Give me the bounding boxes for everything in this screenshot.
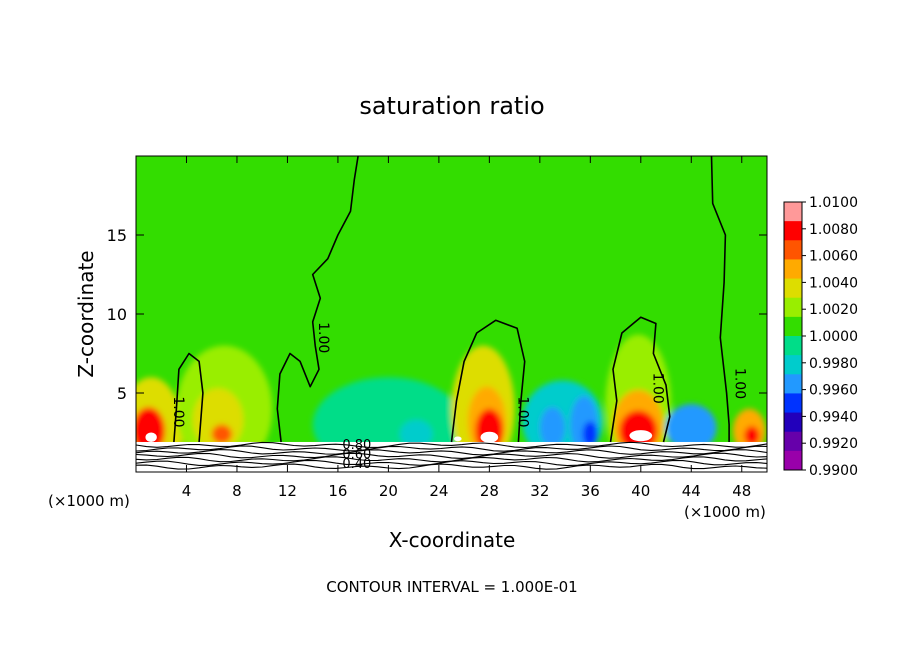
contour-label-1: 1.00	[315, 322, 331, 353]
plot-area: 1.00 1.00 1.00 1.00 1.00 0.800.600.40	[136, 156, 767, 472]
field-region-13	[582, 421, 598, 447]
colorbar-label-0: 1.0100	[809, 195, 858, 211]
field-region-17	[666, 404, 717, 452]
x-unit-left: (×1000 m)	[48, 492, 130, 510]
x-tick-label-1: 8	[232, 482, 242, 500]
contour-label-4: 1.00	[731, 368, 747, 399]
contour-lines	[173, 156, 730, 443]
y-axis: 5 10 15	[107, 226, 767, 403]
contour-label-2: 1.00	[514, 396, 530, 427]
ground-contour-1	[136, 445, 767, 452]
field-region-19	[744, 426, 760, 446]
x-tick-label-6: 28	[480, 482, 499, 500]
colorbar-label-3: 1.0040	[809, 275, 858, 291]
x-tick-label-7: 32	[530, 482, 549, 500]
cloud-spot-3	[454, 436, 462, 442]
colorbar-swatch-10	[784, 393, 802, 414]
contour-label-7: 0.40	[342, 457, 371, 472]
colorbar: 1.0100 1.0080 1.0060 1.0040 1.0020 1.0000 0.99…	[783, 195, 858, 479]
x-unit-right: (×1000 m)	[684, 503, 766, 521]
colorbar-swatch-8	[784, 355, 802, 375]
contour-line-0	[173, 352, 204, 443]
chart-title: saturation ratio	[359, 92, 544, 120]
colorbar-swatch-9	[784, 374, 802, 394]
y-axis-label: Z-coordinate	[74, 250, 98, 377]
ground-contour-6	[136, 463, 767, 470]
cloud-spot-1	[480, 431, 499, 443]
cloud-spot-2	[629, 430, 653, 442]
contour-labels: 1.00 1.00 1.00 1.00 1.00 0.800.600.40	[170, 322, 748, 472]
contour-label-3: 1.00	[649, 373, 665, 404]
colorbar-swatch-3	[784, 259, 802, 280]
ground-layer	[136, 441, 767, 472]
y-tick-label-2: 15	[107, 226, 127, 245]
ground-contour-2	[136, 449, 767, 456]
ground-contour-5	[136, 459, 767, 467]
colorbar-swatch-2	[784, 240, 802, 260]
colorbar-swatch-11	[784, 412, 802, 433]
cloud-spot-0	[145, 432, 157, 442]
colorbar-label-4: 1.0020	[809, 302, 858, 318]
x-axis-label: X-coordinate	[389, 528, 516, 552]
colorbar-swatch-7	[784, 336, 802, 356]
contour-line-2	[450, 319, 526, 443]
x-tick-label-0: 4	[182, 482, 192, 500]
colorbar-label-8: 0.9940	[809, 409, 858, 425]
colorbar-swatch-5	[784, 297, 802, 318]
colorbar-swatch-12	[784, 431, 802, 452]
ground-contour-3	[136, 452, 767, 459]
x-axis: 4 8 12 16 20 24 28 32 36 40 44 48	[182, 156, 751, 500]
colorbar-swatch-6	[784, 316, 802, 337]
contour-line-4	[710, 156, 730, 442]
y-tick-label-1: 10	[107, 305, 127, 324]
cloud-spots	[145, 430, 653, 443]
colorbar-swatch-1	[784, 221, 802, 241]
colorbar-swatch-0	[784, 202, 802, 222]
colorbar-swatch-13	[784, 450, 802, 471]
contour-line-3	[609, 316, 671, 443]
x-tick-label-9: 40	[631, 482, 650, 500]
x-tick-label-10: 44	[682, 482, 701, 500]
x-tick-label-2: 12	[278, 482, 297, 500]
field-region-6	[399, 419, 433, 449]
x-tick-label-11: 48	[732, 482, 751, 500]
colorbar-label-1: 1.0080	[809, 222, 858, 238]
field-region-11	[539, 407, 566, 449]
contour-label-6: 0.60	[342, 448, 371, 463]
contour-label-5: 0.80	[342, 438, 371, 453]
ground-contour-0	[136, 441, 767, 449]
y-tick-label-0: 5	[117, 384, 127, 403]
field-region-4	[211, 424, 232, 444]
x-tick-label-3: 16	[328, 482, 347, 500]
colorbar-label-2: 1.0060	[809, 249, 858, 265]
colorbar-label-6: 0.9980	[809, 356, 858, 372]
contour-interval-note: CONTOUR INTERVAL = 1.000E-01	[326, 578, 577, 596]
colorbar-label-10: 0.9900	[809, 463, 858, 479]
contour-label-0: 1.00	[170, 396, 186, 427]
colorbar-swatch-4	[784, 278, 802, 299]
colorbar-label-9: 0.9920	[809, 436, 858, 452]
contour-line-1	[276, 156, 359, 443]
x-tick-label-5: 24	[429, 482, 448, 500]
colorbar-label-5: 1.0000	[809, 329, 858, 345]
colorbar-label-7: 0.9960	[809, 383, 858, 399]
x-tick-label-4: 20	[379, 482, 398, 500]
x-tick-label-8: 36	[581, 482, 600, 500]
